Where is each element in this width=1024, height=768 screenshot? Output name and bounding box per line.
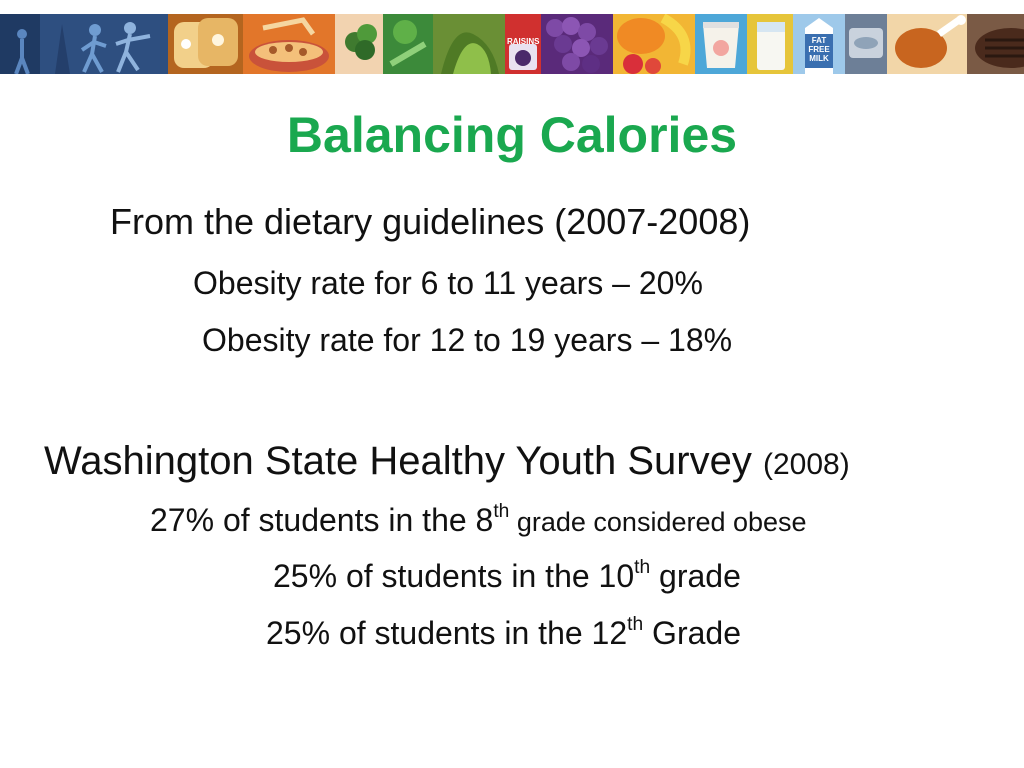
grade8-sup: th [493, 501, 510, 523]
steak-icon [967, 14, 1024, 74]
grade12-stat: 25% of students in the 12th Grade [266, 615, 741, 652]
runner-icon [0, 14, 168, 74]
guidelines-heading: From the dietary guidelines (2007-2008) [110, 201, 751, 242]
raisins-label: RAISINS [507, 37, 540, 46]
milk-label-milk: MILK [809, 54, 829, 63]
obesity-rate-6-11: Obesity rate for 6 to 11 years – 20% [193, 265, 703, 301]
grapes-icon [541, 14, 613, 74]
food-banner: RAISINS [0, 14, 1024, 74]
cereal-icon [243, 14, 335, 74]
grade12-suffix: Grade [643, 615, 741, 651]
raisins-icon: RAISINS [505, 14, 541, 74]
yogurt-icon [695, 14, 747, 74]
broccoli-icon [335, 14, 433, 74]
milk-carton-icon: FAT FREE MILK [793, 14, 845, 74]
survey-year: (2008) [762, 448, 850, 481]
grade10-suffix: grade [650, 558, 741, 594]
milk-label-fat: FAT [811, 36, 827, 45]
milk-label-free: FREE [808, 45, 830, 54]
grade10-prefix: 25% of students in the 10 [273, 558, 635, 594]
grade8-prefix: 27% of students in the 8 [150, 502, 494, 538]
grade8-suffix: grade considered obese [509, 507, 807, 537]
grade12-prefix: 25% of students in the 12 [266, 615, 628, 651]
grade12-sup: th [627, 614, 644, 636]
fruit-icon [613, 14, 695, 74]
survey-heading: Washington State Healthy Youth Survey (2… [44, 438, 850, 484]
grade8-stat: 27% of students in the 8th grade conside… [150, 502, 807, 539]
grade10-sup: th [634, 557, 651, 579]
milk-glass-icon [747, 14, 793, 74]
survey-heading-text: Washington State Healthy Youth Survey [44, 439, 752, 483]
fish-can-icon [845, 14, 887, 74]
drumstick-icon [887, 14, 967, 74]
grade10-stat: 25% of students in the 10th grade [273, 558, 741, 595]
slide-title: Balancing Calories [286, 107, 738, 163]
obesity-rate-12-19: Obesity rate for 12 to 19 years – 18% [202, 322, 733, 358]
greens-icon [433, 14, 505, 74]
bread-icon [168, 14, 243, 74]
